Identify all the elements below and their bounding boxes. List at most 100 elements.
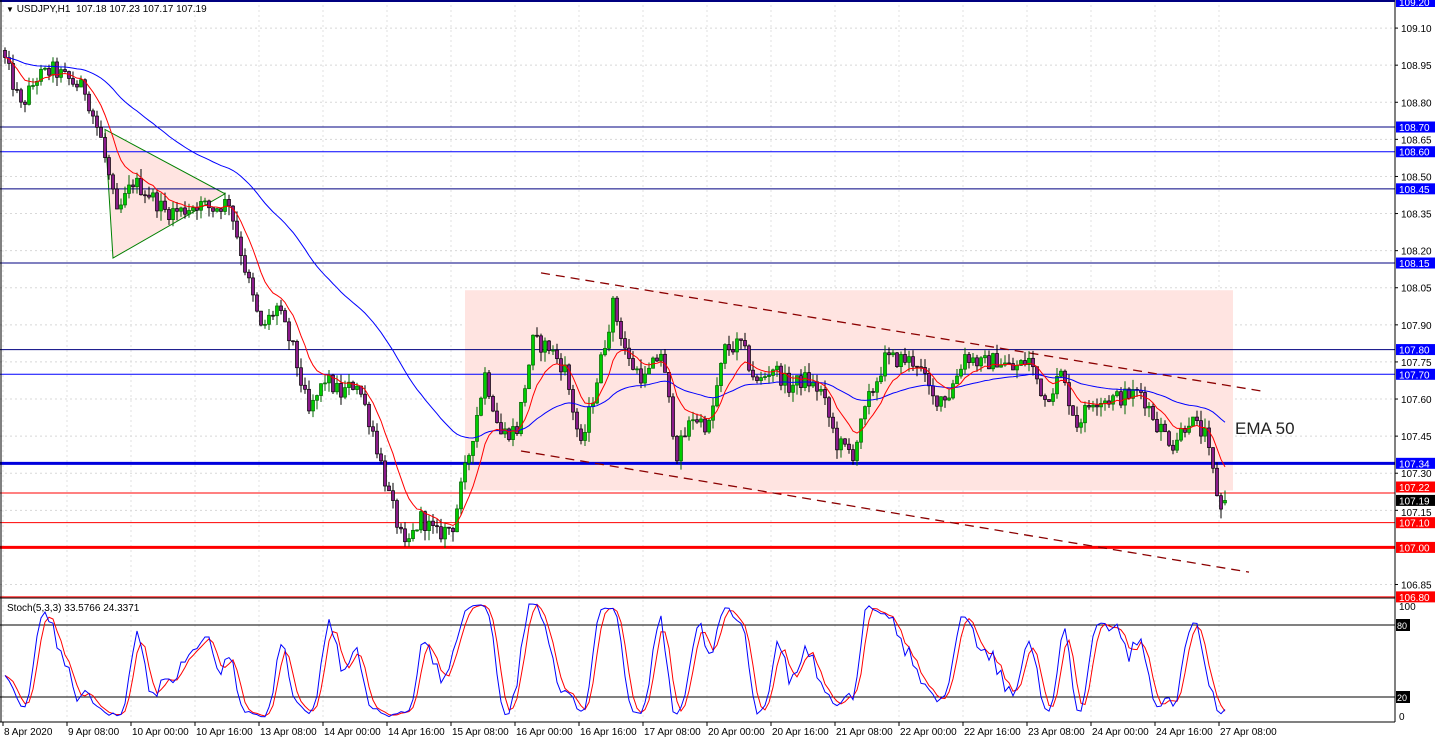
candle-body [391, 490, 395, 501]
candle-body [687, 420, 691, 437]
ohlc-readout: 107.18 107.23 107.17 107.19 [76, 4, 207, 15]
candle [523, 384, 527, 407]
candle-body [679, 435, 683, 462]
candle [1175, 432, 1179, 453]
candle [1087, 400, 1091, 410]
candle-body [615, 297, 619, 322]
candle [1075, 406, 1079, 432]
candle [1071, 405, 1075, 416]
candle [767, 366, 771, 384]
candle [247, 269, 251, 284]
candle [167, 206, 171, 225]
candle-body [171, 208, 175, 220]
candle [887, 347, 891, 365]
candle-body [363, 393, 367, 405]
candle-body [495, 410, 499, 423]
candle-body [531, 334, 535, 366]
candle-body [751, 369, 755, 378]
candle [131, 179, 135, 194]
price-tick-label: 108.65 [1401, 135, 1432, 146]
candle-body [1059, 370, 1063, 377]
price-tick-label: 107.45 [1401, 432, 1432, 443]
candle [203, 197, 207, 207]
candle-body [291, 340, 295, 343]
candle-body [1031, 357, 1035, 368]
candle [215, 207, 219, 213]
candle [23, 100, 27, 113]
candle [1027, 351, 1031, 372]
candle-body [539, 335, 543, 353]
candle [471, 440, 475, 464]
candle-body [619, 321, 623, 339]
candle-body [23, 101, 27, 105]
candle-body [1187, 425, 1191, 433]
level-price-label-bg [1396, 183, 1435, 195]
candle [223, 192, 227, 215]
candle-body [887, 352, 891, 356]
candle [95, 110, 99, 136]
candle [651, 356, 655, 369]
candle-body [1219, 495, 1223, 510]
candle-body [519, 401, 523, 434]
time-label: 22 Apr 16:00 [964, 727, 1021, 738]
candle [1051, 388, 1055, 406]
candle [531, 334, 535, 371]
candle [971, 352, 975, 366]
candle [1147, 402, 1151, 418]
candle-body [1195, 416, 1199, 421]
candle-body [1091, 404, 1095, 408]
candle [179, 206, 183, 217]
candle [367, 401, 371, 435]
candle [87, 91, 91, 114]
candle [487, 369, 491, 400]
candle [135, 172, 139, 194]
candle-body [911, 356, 915, 367]
candle [1123, 381, 1127, 415]
candle [723, 343, 727, 369]
candle [187, 203, 191, 218]
candle-body [207, 200, 211, 209]
candle [583, 424, 587, 447]
candle [431, 513, 435, 534]
triangle-down-icon[interactable]: ▼ [6, 5, 14, 14]
candle-body [803, 372, 807, 388]
candle [539, 333, 543, 362]
candle-body [415, 529, 419, 532]
candle-body [1115, 391, 1119, 397]
candle [243, 248, 247, 276]
range-box [465, 290, 1233, 491]
candle-body [231, 205, 235, 222]
candle-body [139, 177, 143, 196]
candle-body [323, 382, 327, 385]
candle-body [939, 396, 943, 407]
candle-body [95, 115, 99, 128]
candle-body [1043, 395, 1047, 400]
candle-body [1047, 399, 1051, 402]
candle [27, 77, 31, 106]
candle [43, 66, 47, 71]
symbol-label: USDJPY,H1 [16, 4, 71, 15]
candle [1059, 368, 1063, 378]
candle-body [671, 396, 675, 437]
candle [839, 436, 843, 458]
candle-body [451, 527, 455, 533]
candle [127, 175, 131, 199]
candle [991, 352, 995, 372]
candle-body [1215, 467, 1219, 497]
candle [603, 340, 607, 357]
candle-body [487, 372, 491, 397]
candle-body [879, 375, 883, 383]
candle-body [855, 441, 859, 461]
candle [115, 182, 119, 210]
level-price-label-bg [1396, 591, 1435, 603]
candle-body [683, 435, 687, 438]
candle-body [239, 236, 243, 256]
candle [1083, 401, 1087, 433]
candle [1091, 400, 1095, 412]
candle-body [703, 418, 707, 433]
candle-body [823, 389, 827, 399]
candle [899, 351, 903, 374]
candle-body [1179, 428, 1183, 441]
